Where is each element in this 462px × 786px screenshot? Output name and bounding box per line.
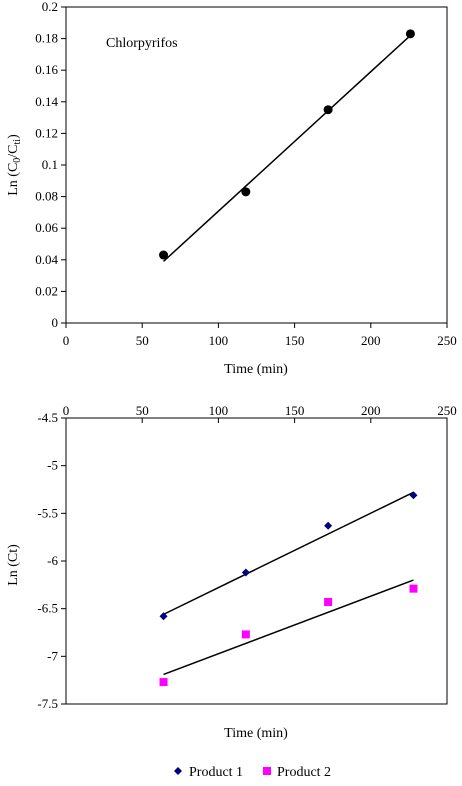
legend-item-product-2: Product 2 [263,765,331,780]
y-tick-label: -6.5 [37,601,58,616]
data-point-series-1 [159,612,168,621]
data-point-series-2 [409,584,418,593]
y-tick-label: -7.5 [37,696,58,711]
y-tick-label: -5.5 [37,505,58,520]
y-tick-label: -5 [47,458,58,473]
data-point-series-2 [324,597,333,606]
trendline [163,34,411,262]
y-tick-label: 0.16 [35,62,58,77]
y-tick-label: 0.18 [35,31,58,46]
y-axis-title: Ln (Ct) [6,544,21,586]
x-tick-label: 0 [63,333,70,348]
y-tick-label: 0.06 [35,220,58,235]
plot-area-frame [65,417,448,705]
x-tick-label: 50 [136,333,149,348]
x-tick-label: 200 [361,403,381,418]
x-tick-label: 100 [209,403,229,418]
x-tick-label: 50 [136,403,149,418]
x-axis-title: Time (min) [224,362,288,377]
data-point-series-1 [324,521,333,530]
data-point [241,187,251,197]
y-tick-label: -7 [47,648,58,663]
y-axis-title-sub1: 0 [12,158,23,163]
y-axis-title-sub2: ti [12,139,23,145]
y-axis-title-end: ) [6,134,21,139]
x-tick-label: 250 [437,403,457,418]
legend-marker-square [263,767,271,775]
x-tick-label: 200 [361,333,381,348]
y-tick-label: 0 [52,315,59,330]
x-axis-title: Time (min) [224,726,288,741]
x-tick-label: 100 [209,333,229,348]
data-point-series-2 [159,678,168,687]
y-axis-title-mid: /C [6,144,21,157]
trendline-series-1 [163,491,414,616]
x-tick-label: 0 [63,403,70,418]
x-tick-label: 150 [285,403,305,418]
x-tick-label: 250 [437,333,457,348]
y-tick-label: 0.08 [35,189,58,204]
data-point-series-1 [241,568,250,577]
y-tick-label: -4.5 [37,410,58,425]
y-tick-label: -6 [47,553,58,568]
chart-chlorpyrifos: 00.020.040.060.080.10.120.140.160.180.2 … [6,0,457,377]
y-tick-label: 0.04 [35,252,58,267]
legend: Product 1 Product 2 [174,765,331,780]
y-tick-label: 0.2 [42,0,58,14]
chart-products: -4.5 -5 -5.5 -6 -6.5 -7 -7.5 0 50 100 150 200 250 T… [6,403,457,780]
y-axis-title-main: Ln (C [6,163,21,196]
data-point [159,250,169,260]
chart-annotation: Chlorpyrifos [106,36,178,51]
data-point-series-1 [409,491,418,500]
legend-label-product-2: Product 2 [277,765,331,780]
y-axis-title: Ln (C0/Cti) [6,134,23,196]
data-point-series-2 [241,630,250,639]
y-tick-label: 0.02 [35,283,58,298]
trendline-series-2 [163,579,414,676]
legend-label-product-1: Product 1 [189,765,243,780]
y-tick-label: 0.14 [35,94,58,109]
legend-marker-diamond [174,767,182,775]
y-tick-label: 0.1 [42,157,58,172]
data-point [405,29,415,39]
y-tick-label: 0.12 [35,125,58,140]
data-point [323,105,333,115]
x-tick-label: 150 [285,333,305,348]
legend-item-product-1: Product 1 [174,765,243,780]
